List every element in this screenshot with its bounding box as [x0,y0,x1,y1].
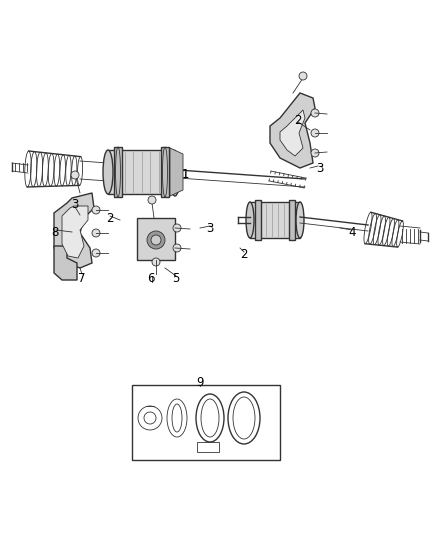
Text: 3: 3 [206,222,214,235]
Ellipse shape [103,150,113,194]
Polygon shape [170,148,183,196]
Bar [132,385,280,460]
Circle shape [92,229,100,237]
Text: 3: 3 [316,161,324,174]
Bar [137,218,175,260]
Bar [250,202,300,238]
Text: 7: 7 [78,271,86,285]
Text: 2: 2 [240,247,248,261]
Bar [289,200,295,240]
Circle shape [71,171,79,179]
Polygon shape [270,93,315,168]
Bar [108,150,175,194]
Bar [114,147,122,197]
Bar [161,147,169,197]
Circle shape [311,149,319,157]
Bar [197,442,219,452]
Ellipse shape [170,152,180,196]
Polygon shape [280,110,305,156]
Circle shape [173,224,181,232]
Text: 2: 2 [294,114,302,126]
Text: 1: 1 [181,168,189,182]
Text: 8: 8 [51,225,59,238]
Circle shape [92,206,100,214]
Circle shape [299,72,307,80]
Text: 5: 5 [172,271,180,285]
Circle shape [152,258,160,266]
Text: 4: 4 [348,225,356,238]
Circle shape [311,109,319,117]
Circle shape [148,196,156,204]
Polygon shape [62,206,88,258]
Text: 2: 2 [106,212,114,224]
Ellipse shape [246,202,254,238]
Circle shape [151,235,161,245]
Polygon shape [54,246,77,280]
Circle shape [311,129,319,137]
Circle shape [92,249,100,257]
Text: 3: 3 [71,198,79,212]
Polygon shape [54,193,94,268]
Ellipse shape [296,202,304,238]
Bar [255,200,261,240]
Circle shape [173,244,181,252]
Circle shape [147,231,165,249]
Text: 9: 9 [196,376,204,390]
Text: 6: 6 [147,271,155,285]
